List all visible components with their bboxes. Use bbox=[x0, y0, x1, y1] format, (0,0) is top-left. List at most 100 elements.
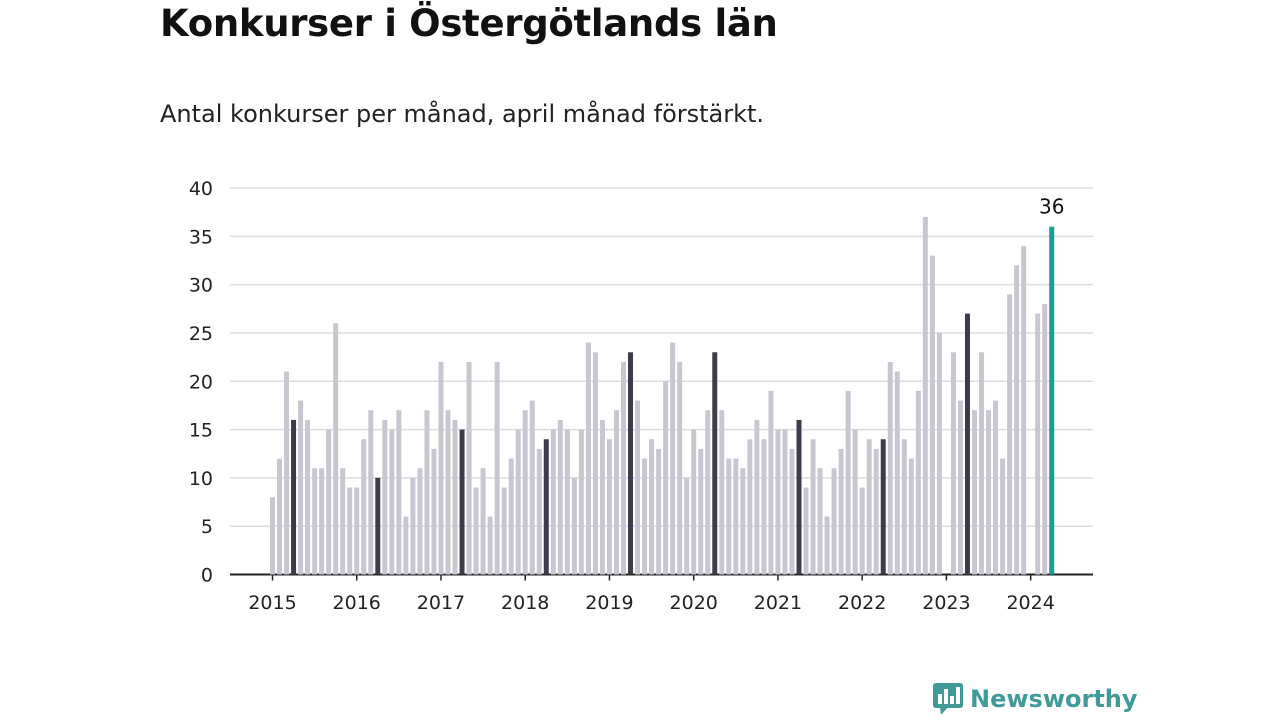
bar-2022-12 bbox=[936, 332, 942, 575]
bar-chart: 0 5 10 15 20 25 30 35 40 2015 2016 2017 2018 2019 202… bbox=[189, 178, 1093, 614]
bar-2022-9 bbox=[915, 390, 921, 575]
bar-2023-5 bbox=[972, 410, 977, 575]
data-labels: 36 bbox=[1039, 195, 1064, 219]
bar-2019-8 bbox=[656, 448, 662, 575]
bar-2024-2 bbox=[1035, 313, 1041, 575]
bar-2020-6 bbox=[726, 458, 732, 575]
bar-2015-3 bbox=[284, 371, 290, 575]
y-tick-label: 10 bbox=[189, 468, 213, 490]
bar-2017-10 bbox=[501, 487, 507, 575]
bar-2016-7 bbox=[396, 410, 402, 575]
x-tick-label: 2017 bbox=[417, 592, 465, 614]
bar-2016-6 bbox=[389, 429, 395, 575]
bar-2022-5 bbox=[887, 361, 893, 575]
bar-2019-10 bbox=[670, 342, 676, 575]
x-tick-label: 2018 bbox=[501, 592, 549, 614]
x-tick-label: 2015 bbox=[248, 592, 296, 614]
bar-2023-2 bbox=[950, 352, 956, 575]
bar-2018-11 bbox=[592, 352, 598, 575]
bar-2016-5 bbox=[382, 419, 388, 575]
bar-2015-10 bbox=[333, 323, 339, 575]
bar-2018-9 bbox=[578, 429, 584, 575]
bar-2016-2 bbox=[361, 439, 367, 575]
bar-2018-1 bbox=[522, 410, 528, 575]
bar-2022-4 bbox=[880, 439, 886, 575]
bar-2019-4 bbox=[628, 352, 634, 575]
x-tick-label: 2020 bbox=[670, 592, 718, 614]
y-tick-label: 35 bbox=[189, 226, 213, 248]
grid-lines bbox=[230, 187, 1093, 576]
bar-2016-4 bbox=[375, 477, 381, 575]
bar-2016-11 bbox=[424, 410, 430, 575]
bar-2023-12 bbox=[1021, 245, 1027, 575]
bar-2018-5 bbox=[550, 429, 556, 575]
bar-2023-3 bbox=[957, 400, 963, 575]
bar-2016-8 bbox=[403, 516, 409, 575]
y-axis-ticks: 0 5 10 15 20 25 30 35 40 bbox=[189, 178, 213, 587]
bar-2023-7 bbox=[986, 410, 992, 575]
bar-2015-5 bbox=[298, 400, 304, 575]
bar-2023-6 bbox=[979, 352, 985, 575]
bar-2017-7 bbox=[480, 468, 486, 575]
bar-2023-10 bbox=[1007, 294, 1013, 575]
bar-2021-2 bbox=[782, 429, 788, 575]
brand-logo: Newsworthy bbox=[932, 682, 1138, 716]
bar-2021-1 bbox=[775, 429, 781, 575]
bar-2023-11 bbox=[1014, 265, 1020, 575]
bar-2017-8 bbox=[487, 516, 493, 575]
bar-2023-9 bbox=[1000, 458, 1006, 575]
bar-2021-5 bbox=[803, 487, 809, 575]
bar-2019-11 bbox=[677, 361, 683, 575]
bar-2018-6 bbox=[557, 419, 563, 575]
x-axis-ticks: 2015 2016 2017 2018 2019 2020 2021 2022 2023 2024 bbox=[248, 574, 1055, 614]
bar-2015-12 bbox=[347, 487, 353, 575]
bar-2017-4 bbox=[459, 429, 465, 575]
bar-2017-12 bbox=[515, 429, 521, 575]
x-tick-label: 2021 bbox=[754, 592, 802, 614]
bar-2018-8 bbox=[571, 477, 577, 575]
bar-2019-3 bbox=[621, 361, 626, 575]
bar-2016-3 bbox=[368, 410, 374, 575]
bar-2020-2 bbox=[698, 448, 704, 575]
bar-2022-6 bbox=[894, 371, 900, 575]
bar-2018-10 bbox=[585, 342, 591, 575]
bar-2020-12 bbox=[768, 390, 774, 575]
bar-2017-11 bbox=[508, 458, 514, 575]
bar-2018-7 bbox=[564, 429, 570, 575]
bar-2019-1 bbox=[606, 439, 612, 575]
newsworthy-chart-bubble-icon bbox=[933, 683, 963, 715]
bar-2020-4 bbox=[712, 352, 718, 575]
bar-2018-12 bbox=[599, 419, 605, 575]
y-tick-label: 20 bbox=[189, 371, 213, 393]
bar-2024-3 bbox=[1042, 303, 1048, 575]
bar-2015-8 bbox=[319, 468, 325, 575]
y-tick-label: 40 bbox=[189, 178, 213, 200]
bar-2023-4 bbox=[964, 313, 970, 575]
bar-2018-4 bbox=[543, 439, 549, 575]
bar-2016-12 bbox=[431, 448, 437, 575]
bar-2017-9 bbox=[494, 361, 500, 575]
bar-2017-5 bbox=[466, 361, 472, 575]
bar-2020-11 bbox=[761, 439, 767, 575]
bar-2020-3 bbox=[705, 410, 711, 575]
bar-2020-1 bbox=[691, 429, 697, 575]
y-tick-label: 5 bbox=[201, 516, 213, 538]
x-tick-label: 2024 bbox=[1006, 592, 1054, 614]
chart-title: Konkurser i Östergötlands län bbox=[160, 2, 778, 45]
bar-2015-7 bbox=[312, 468, 318, 575]
y-tick-label: 30 bbox=[189, 275, 213, 297]
bar-2016-1 bbox=[354, 487, 360, 575]
bar-2019-9 bbox=[663, 381, 669, 575]
bar-2019-6 bbox=[642, 458, 648, 575]
bar-2019-12 bbox=[684, 477, 690, 575]
bar-2018-3 bbox=[536, 448, 542, 575]
bar-2021-3 bbox=[789, 448, 795, 575]
bars bbox=[270, 216, 1055, 575]
x-tick-label: 2019 bbox=[585, 592, 633, 614]
bar-2021-11 bbox=[845, 390, 851, 575]
bar-2023-8 bbox=[993, 400, 999, 575]
bar-2017-1 bbox=[438, 361, 444, 575]
bar-2022-3 bbox=[873, 448, 879, 575]
x-tick-label: 2022 bbox=[838, 592, 886, 614]
bar-2019-2 bbox=[613, 410, 619, 575]
